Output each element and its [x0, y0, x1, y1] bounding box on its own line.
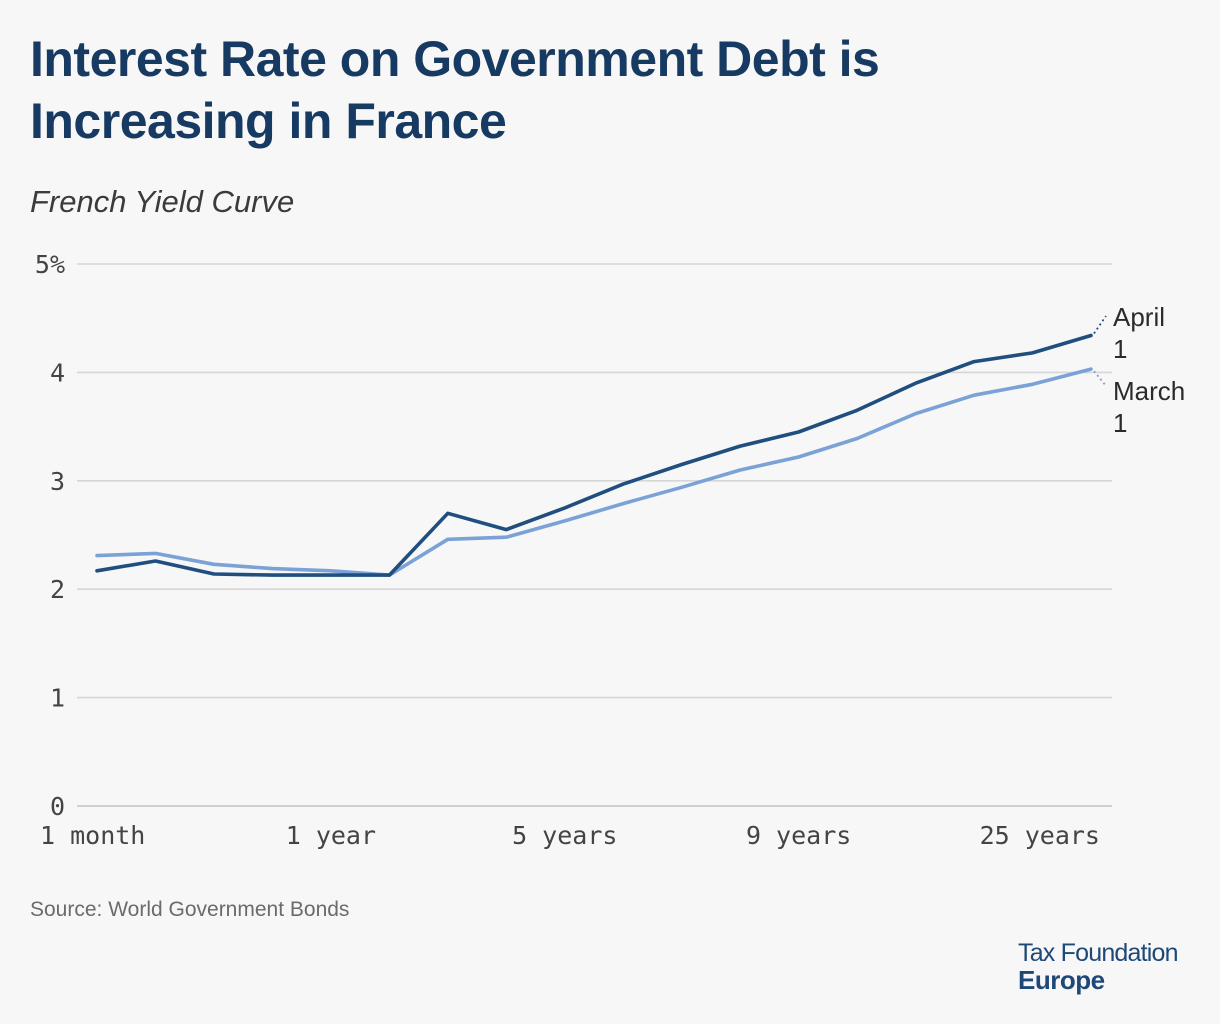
logo-line-2: Europe	[1018, 965, 1105, 995]
chart-title: Interest Rate on Government Debt is Incr…	[30, 31, 880, 149]
logo-line-1: Tax Foundation	[1018, 939, 1179, 967]
x-tick-label: 1 year	[286, 821, 376, 850]
x-tick-label: 9 years	[746, 821, 851, 850]
grid-layer	[77, 263, 1112, 807]
tax-foundation-europe-logo: Tax Foundation Europe	[1018, 940, 1198, 994]
y-axis-ticks: 0 1 2 3 4 5%	[35, 250, 65, 821]
series-line-march-1	[95, 367, 1093, 577]
y-tick-label: 2	[50, 575, 65, 604]
series-label-leader	[1093, 315, 1107, 335]
series-line-april-1	[95, 333, 1093, 577]
series-label-leader	[1093, 370, 1107, 387]
x-tick-label: 1 month	[40, 821, 145, 850]
series-end-label: March	[1113, 376, 1185, 406]
yield-curve-chart: 0 1 2 3 4 5% 1 month 1 year 5 years 9 years 25 ye…	[35, 250, 1185, 850]
chart-subtitle: French Yield Curve	[30, 184, 295, 219]
series-end-label: 1	[1113, 408, 1127, 438]
x-tick-label: 5 years	[512, 821, 617, 850]
y-tick-label: 1	[50, 684, 65, 713]
series-layer	[95, 333, 1093, 577]
series-end-label: 1	[1113, 334, 1127, 364]
series-end-label: April	[1113, 302, 1165, 332]
x-tick-label: 25 years	[980, 821, 1100, 850]
x-axis-ticks: 1 month 1 year 5 years 9 years 25 years	[40, 821, 1100, 850]
y-tick-label: 0	[50, 792, 65, 821]
y-tick-label: 5%	[35, 250, 65, 279]
source-note: Source: World Government Bonds	[30, 898, 350, 921]
y-tick-label: 3	[50, 467, 65, 496]
y-tick-label: 4	[50, 358, 65, 387]
